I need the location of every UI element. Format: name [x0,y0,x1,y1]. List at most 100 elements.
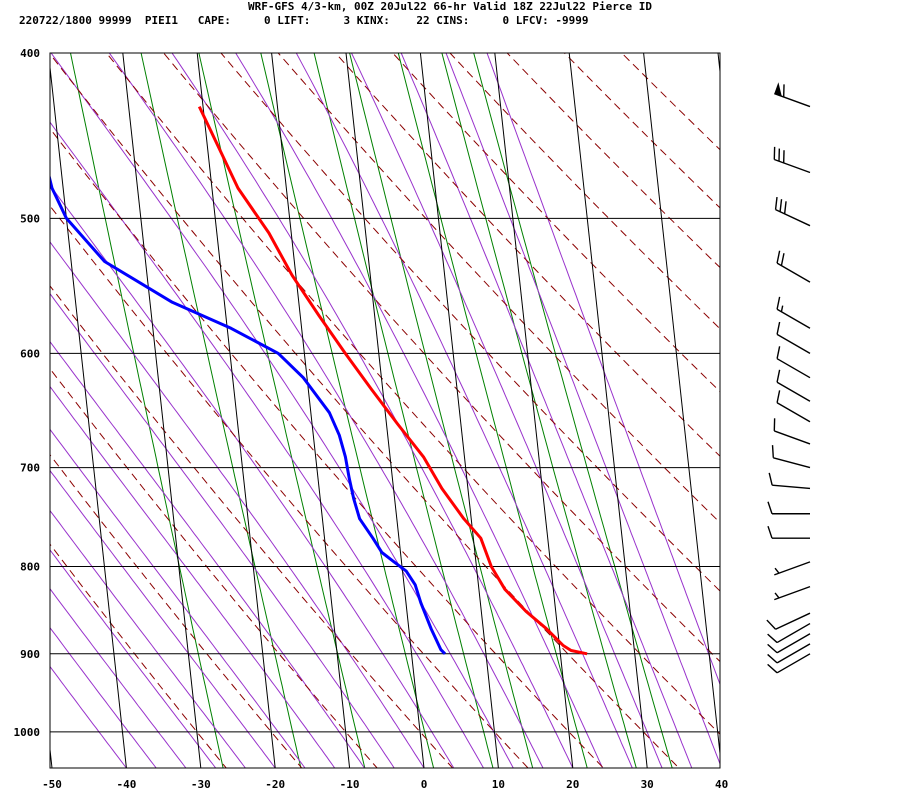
x-tick-label: -40 [116,778,136,791]
barb-flag [774,196,778,210]
wind-barb [767,653,811,674]
isotherm-line [494,53,574,768]
wind-barb [771,445,811,469]
barb-flag [776,390,781,403]
x-tick-label: -30 [191,778,211,791]
x-tick-label: 10 [492,778,505,791]
wind-barb [767,525,810,539]
barb-staff [775,612,811,630]
barb-staff [776,381,811,402]
x-tick-label: -10 [340,778,360,791]
wind-barb [767,501,810,515]
barb-staff [776,622,811,644]
isotherm-line [50,63,127,768]
wind-barb [773,146,811,174]
barb-half-flag [780,305,784,312]
isotherm-line [568,53,648,768]
dry-adiabat-line [334,53,720,457]
moist-adiabat-line [486,53,720,686]
barb-flag [767,633,778,644]
barb-flag [766,619,777,630]
barb-half-flag [774,592,780,599]
barb-staff [774,430,811,445]
y-tick-label: 900 [20,648,40,661]
wind-barb [776,250,811,283]
barb-flag [767,653,778,664]
dry-adiabat-line [50,205,529,768]
barb-flag [780,253,785,266]
chart-title-line: WRF-GFS 4/3-km, 00Z 20Jul22 66-hr Valid … [248,0,652,13]
barb-staff [773,457,811,469]
wind-barb [774,585,811,601]
barb-flag [779,199,783,212]
wind-barb [776,369,811,402]
barb-flag [776,296,781,310]
wind-barbs [766,82,811,674]
barb-staff [776,262,811,283]
isotherm-line [345,53,425,768]
wind-barb [774,196,811,227]
barb-staff [774,585,811,601]
x-tick-label: -20 [265,778,285,791]
barb-staff [776,633,811,654]
dry-adiabat-line [392,53,720,393]
moist-adiabat-line [50,549,217,768]
barb-staff [776,653,811,674]
barb-flag [776,369,781,383]
wind-barb [776,346,811,379]
dry-adiabat-line [50,53,680,768]
moist-adiabat-line [108,53,544,768]
barb-flag [783,201,787,214]
wind-barb [767,643,811,664]
moist-adiabat-line [50,53,514,768]
dry-adiabat-line [449,53,720,330]
moist-adiabat-line [445,53,720,766]
barb-flag [767,501,773,514]
moist-adiabat-line [50,241,425,768]
temperature-profile [197,105,588,656]
moist-adiabat-line [50,665,127,768]
wind-barb [774,82,811,108]
dry-adiabat-line [277,53,720,524]
isotherm-line [122,53,202,768]
wind-barb [776,296,811,329]
y-tick-label: 400 [20,47,40,60]
tick-labels: 400 500 600 700 800 900 1000 -50 -40 -30 -20 -10 0 10… [14,47,729,791]
mixing-ratio-line [473,53,673,768]
series-layer [50,105,588,656]
dry-adiabat-line [220,53,720,592]
isotherm-line [271,53,351,768]
barb-staff [776,308,811,329]
plot-frame [49,52,721,769]
moist-adiabat-line [400,53,693,768]
barb-flag [776,321,781,335]
isotherm-line [643,53,720,758]
dry-adiabat-line [50,453,303,768]
barb-flag [767,643,778,654]
moist-adiabat-line [50,509,246,768]
barb-staff [774,561,811,576]
y-tick-label: 1000 [14,726,41,739]
barb-flag [776,250,781,264]
isotherm-line [419,53,499,768]
wind-barb [774,561,811,576]
wind-barb [767,622,811,644]
barb-staff [776,333,811,355]
x-tick-label: 40 [715,778,728,791]
moist-adiabat-line [50,428,306,768]
moist-adiabat-line [50,469,276,768]
barb-half-flag [774,567,780,574]
moist-adiabat-line [50,626,157,768]
wind-barb [776,321,811,355]
wind-barb [766,612,811,630]
moist-adiabat-line [50,587,187,768]
moist-adiabat-line [50,184,455,768]
barb-pennant [774,82,782,97]
dry-adiabat-line [50,543,227,768]
wind-barb [768,472,811,490]
y-tick-label: 500 [20,212,40,225]
mixing-ratio-line [69,53,224,768]
x-tick-label: -50 [42,778,62,791]
isotherm-line [196,53,276,768]
